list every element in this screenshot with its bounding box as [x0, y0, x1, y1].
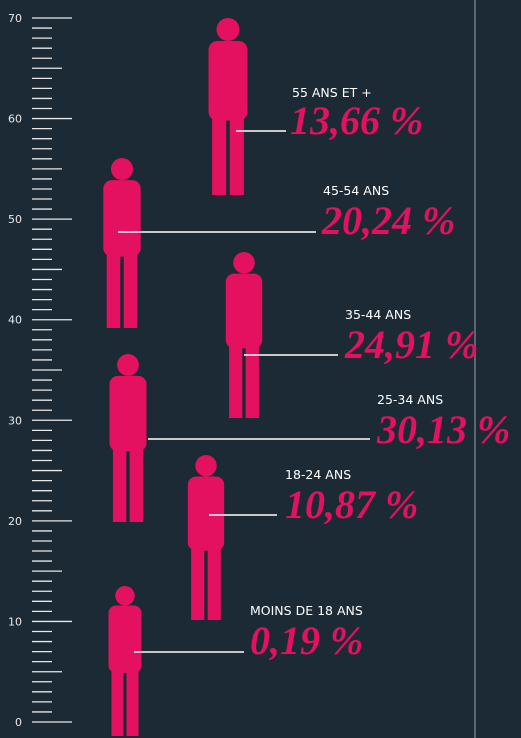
silhouette-part [216, 18, 239, 41]
ruler-label: 60 [8, 113, 22, 126]
ruler-label: 70 [8, 12, 22, 25]
silhouette-part [195, 455, 216, 476]
group-percent: 0,19 % [250, 618, 363, 663]
group-label: MOINS DE 18 ANS [250, 603, 363, 618]
silhouette-part [107, 248, 121, 328]
silhouette-part [246, 340, 259, 418]
silhouette-part [115, 586, 135, 606]
group-percent: 20,24 % [321, 198, 455, 243]
ruler-label: 40 [8, 314, 22, 327]
silhouette-part [229, 340, 242, 418]
group-label: 25-34 ANS [377, 392, 443, 407]
silhouette-part [127, 666, 139, 737]
silhouette-part [212, 112, 226, 195]
silhouette-part [209, 41, 248, 121]
group-label: 18-24 ANS [285, 467, 351, 482]
group-percent: 24,91 % [344, 322, 478, 367]
silhouette-part [111, 158, 133, 180]
ruler-label: 10 [8, 615, 22, 628]
silhouette-part [226, 274, 263, 349]
ruler-label: 50 [8, 213, 22, 226]
silhouette-part [112, 666, 124, 737]
infographic: 01020304050607055 ANS ET +13,66 %45-54 A… [0, 0, 521, 738]
ruler-label: 30 [8, 414, 22, 427]
silhouette-part [117, 354, 139, 376]
ruler-label: 20 [8, 515, 22, 528]
silhouette-part [208, 542, 221, 620]
silhouette-part [191, 542, 204, 620]
silhouette-part [230, 112, 244, 195]
ruler-label: 0 [15, 716, 22, 729]
silhouette-part [188, 476, 224, 550]
page: 01020304050607055 ANS ET +13,66 %45-54 A… [0, 0, 521, 738]
silhouette-part [110, 376, 147, 452]
group-percent: 13,66 % [290, 98, 423, 143]
group-label: 35-44 ANS [345, 307, 411, 322]
group-percent: 30,13 % [376, 407, 510, 452]
silhouette-part [130, 443, 143, 522]
silhouette-part [233, 252, 255, 274]
group-percent: 10,87 % [285, 482, 418, 527]
silhouette-part [103, 180, 140, 257]
silhouette-part [124, 248, 138, 328]
silhouette-part [109, 606, 142, 674]
silhouette-part [113, 443, 126, 522]
group-label: 45-54 ANS [323, 183, 389, 198]
